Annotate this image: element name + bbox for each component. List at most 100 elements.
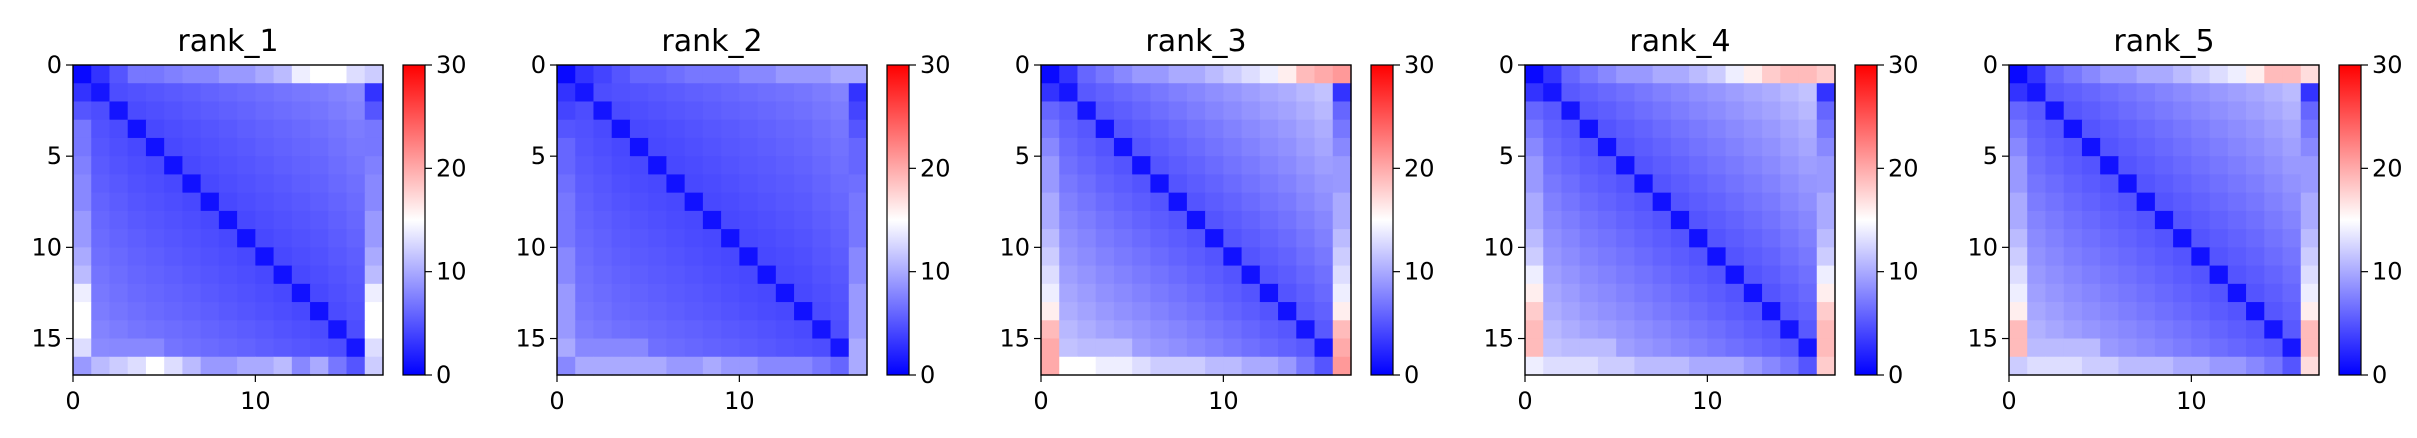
heatmap-cell [1041,229,1060,248]
heatmap-cell [218,101,238,121]
heatmap-cell [145,283,165,303]
heatmap-cell [255,101,275,121]
heatmap-cell [237,210,256,230]
heatmap-cell [1743,302,1763,321]
heatmap-cell [328,192,348,212]
heatmap-cell [2282,283,2302,303]
heatmap-cell [1816,101,1836,121]
heatmap-cell [1095,247,1115,267]
heatmap-cell [1689,101,1708,121]
heatmap-cell [1798,83,1818,103]
heatmap-cell [1579,174,1599,194]
heatmap-cell [1543,302,1563,321]
heatmap-cell [2081,174,2101,194]
heatmap-cell [2282,137,2302,157]
heatmap-cell [1223,229,1243,248]
heatmap-cell [127,302,147,321]
heatmap-cell [648,302,668,321]
heatmap-cell [666,101,686,121]
heatmap-cell [2118,210,2138,230]
heatmap-cell [145,229,165,248]
heatmap-cell [629,156,649,176]
heatmap-cell [1186,83,1206,103]
heatmap-cell [2045,247,2065,267]
heatmap-cell [2154,192,2174,212]
heatmap-cell [2246,283,2265,303]
heatmap-cell [721,156,740,176]
heatmap-cell [2045,229,2065,248]
heatmap-cell [1314,192,1334,212]
heatmap-cell [145,210,165,230]
heatmap-cell [684,265,704,285]
heatmap-cell [1616,210,1636,230]
heatmap-cell [1525,137,1544,157]
heatmap-cell [109,229,129,248]
heatmap-cell [2154,174,2174,194]
heatmap-cell [1296,65,1316,84]
heatmap-cell [2136,137,2156,157]
heatmap-cell [145,83,165,103]
heatmap-cell [273,137,293,157]
heatmap-cell [1780,101,1800,121]
x-tick-label: 10 [1208,387,1239,415]
heatmap-cell [1670,174,1690,194]
heatmap-cell [648,83,668,103]
heatmap-cell [91,137,111,157]
heatmap-cell [1543,83,1563,103]
heatmap-cell [2154,83,2174,103]
heatmap-cell [2191,83,2211,103]
colorbar-tick-label: 30 [1888,51,1919,79]
heatmap-cell [557,119,576,139]
heatmap-cell [1762,302,1781,321]
heatmap-cell [702,338,722,358]
heatmap-cell [611,210,631,230]
heatmap-cell [1579,156,1599,176]
heatmap-cell [1707,302,1727,321]
heatmap-cell [721,265,740,285]
heatmap-cell [310,320,329,340]
heatmap-cell [739,247,759,267]
heatmap-cell [1579,192,1599,212]
heatmap-cell [1780,283,1800,303]
heatmap-cell [739,229,759,248]
heatmap-cell [593,356,613,376]
heatmap-cell [1168,247,1188,267]
heatmap-cell [1241,338,1261,358]
heatmap-cell [575,156,595,176]
heatmap-cell [1707,229,1727,248]
heatmap-cell [2209,137,2229,157]
heatmap-cell [1296,265,1316,285]
heatmap-cell [310,247,329,267]
heatmap-cell [739,174,759,194]
heatmap-cell [182,320,202,340]
heatmap-cell [648,356,668,376]
heatmap-cell [2300,83,2320,103]
heatmap-cell [1077,192,1097,212]
heatmap-cell [757,83,777,103]
heatmap-cell [775,247,795,267]
heatmap-cell [73,83,92,103]
heatmap-cell [2063,119,2083,139]
heatmap-cell [557,356,576,376]
heatmap-cell [2300,119,2320,139]
heatmap-cell [2154,210,2174,230]
heatmap-cell [575,119,595,139]
heatmap-cell [346,283,366,303]
heatmap-cell [1798,320,1818,340]
heatmap-cell [2118,302,2138,321]
heatmap-cell [218,137,238,157]
heatmap-cell [1168,210,1188,230]
heatmap-cell [1670,119,1690,139]
colorbar-tick-label: 10 [2372,258,2403,286]
heatmap-cell [2227,338,2247,358]
heatmap-cell [1150,302,1170,321]
heatmap-cell [2063,210,2083,230]
heatmap-cell [310,137,329,157]
heatmap-cell [2009,65,2028,84]
heatmap-cell [757,65,777,84]
heatmap-cell [2009,101,2028,121]
heatmap-cell [273,229,293,248]
heatmap-cell [2227,119,2247,139]
heatmap-cell [1132,156,1152,176]
heatmap-cell [684,119,704,139]
